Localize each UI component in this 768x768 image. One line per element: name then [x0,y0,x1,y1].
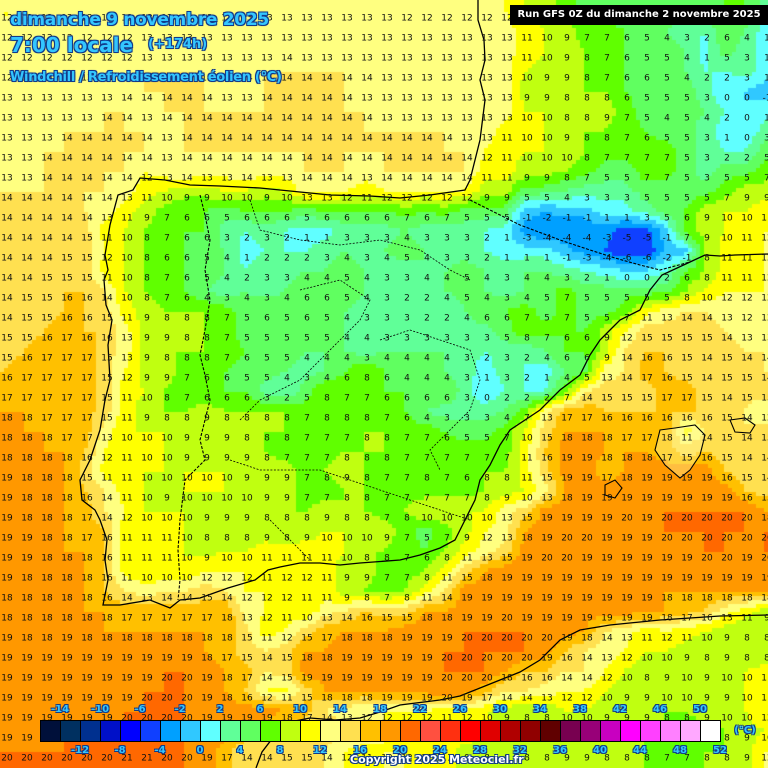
legend-label-bottom: -12 [70,745,90,756]
legend-label-top: -2 [174,704,186,715]
legend-swatch [541,721,561,741]
iberia-coastline [79,0,768,609]
legend-swatch [361,721,381,741]
legend-label-bottom: 52 [713,745,727,756]
legend-swatch [41,721,61,741]
legend-label-top: 18 [373,704,387,715]
legend-label-top: 10 [293,704,307,715]
legend-label-top: 50 [693,704,707,715]
legend-swatch [521,721,541,741]
legend-swatch [301,721,321,741]
legend-swatch [381,721,401,741]
legend-swatch [161,721,181,741]
forecast-lead-time: (+174h) [148,37,208,52]
legend-swatch [601,721,621,741]
legend-swatch [681,721,701,741]
legend-label-bottom: 48 [673,745,687,756]
legend-swatch [141,721,161,741]
legend-label-bottom: 44 [633,745,647,756]
legend-swatch [661,721,681,741]
legend-swatch [581,721,601,741]
legend-label-top: 42 [613,704,627,715]
legend-label-bottom: 8 [276,745,284,756]
legend-label-top: 34 [533,704,547,715]
legend-swatch [121,721,141,741]
legend-label-bottom: 12 [313,745,327,756]
legend-label-top: -10 [90,704,110,715]
legend-swatch [61,721,81,741]
legend-label-bottom: 4 [236,745,244,756]
legend-label-top: 14 [333,704,347,715]
legend-label-top: 30 [493,704,507,715]
legend-label-bottom: 36 [553,745,567,756]
copyright-notice: Copyright 2025 Meteociel.fr [350,753,524,766]
legend-label-bottom: 40 [593,745,607,756]
legend-label-bottom: -4 [154,745,166,756]
legend-swatch [341,721,361,741]
legend-label-top: 38 [573,704,587,715]
legend-label-bottom: 32 [513,745,527,756]
model-run-label: Run GFS 0Z du dimanche 2 novembre 2025 [510,5,768,25]
unit-label: (°C) [734,725,756,736]
legend-label-top: 6 [256,704,264,715]
legend-swatch [621,721,641,741]
legend-swatch [561,721,581,741]
legend-swatch [221,721,241,741]
forecast-date: dimanche 9 novembre 2025 [10,10,269,30]
legend-swatch [321,721,341,741]
legend-swatch [421,721,441,741]
legend-swatch [101,721,121,741]
legend-swatch [81,721,101,741]
legend-label-bottom: 0 [196,745,204,756]
legend-swatch [641,721,661,741]
ibiza-island [604,479,623,499]
legend-swatch [501,721,521,741]
legend-label-top: -6 [134,704,146,715]
legend-swatch [701,721,720,741]
legend-swatch [201,721,221,741]
internal-borders [229,199,481,561]
legend-label-top: 26 [453,704,467,715]
africa-coastline [255,614,768,768]
forecast-time: 7:00 locale [10,33,134,57]
portugal-spain-border [177,194,211,601]
parameter-title: Windchill / Refroidissement éolien (°C) [10,70,282,85]
legend-label-top: -14 [50,704,70,715]
legend-label-top: 22 [413,704,427,715]
france-spain-border [469,199,691,271]
menorca-island [729,417,756,434]
legend-label-top: 2 [216,704,224,715]
legend-swatch [441,721,461,741]
legend-label-bottom: 28 [473,745,487,756]
legend-label-top: 46 [653,704,667,715]
legend-swatch [241,721,261,741]
legend-swatch [181,721,201,741]
legend-swatch [281,721,301,741]
mallorca-island [654,424,706,479]
legend-swatch [481,721,501,741]
color-scale-legend [40,720,721,742]
legend-label-bottom: 16 [353,745,367,756]
legend-swatch [261,721,281,741]
legend-label-bottom: 24 [433,745,447,756]
legend-label-bottom: -8 [114,745,126,756]
legend-label-bottom: 20 [393,745,407,756]
legend-swatch [461,721,481,741]
legend-swatch [401,721,421,741]
